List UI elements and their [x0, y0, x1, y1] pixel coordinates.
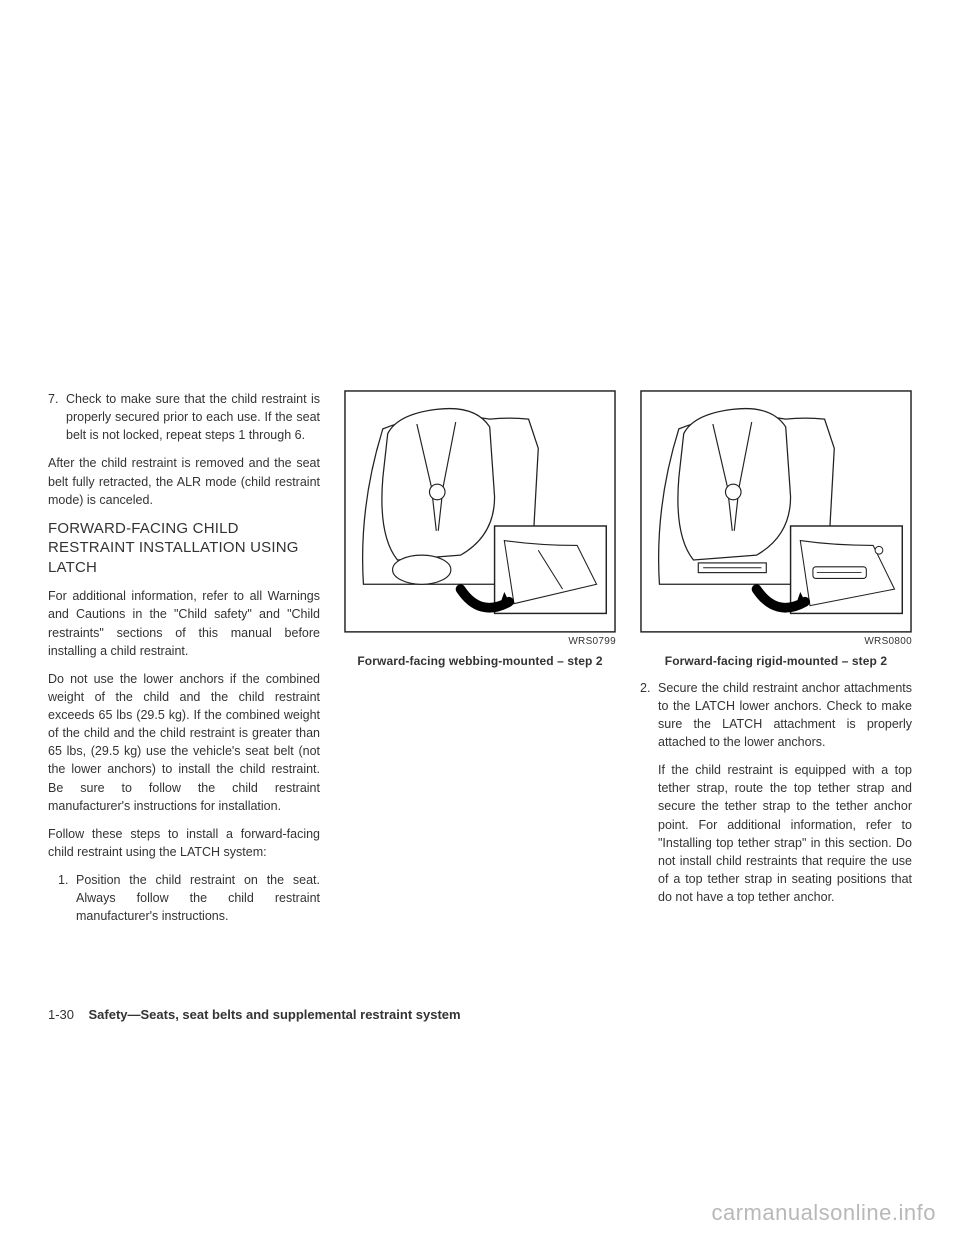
child-seat-webbing-illustration: [344, 390, 616, 633]
paragraph-follow-steps: Follow these steps to install a forward-…: [48, 825, 320, 861]
step-text: Check to make sure that the child restra…: [66, 390, 320, 444]
step-text: Position the child restraint on the seat…: [76, 871, 320, 925]
figure-webbing-mounted: WRS0799: [344, 390, 616, 649]
page-footer: 1-30 Safety—Seats, seat belts and supple…: [48, 1007, 461, 1022]
step-text: Secure the child restraint anchor attach…: [658, 679, 912, 752]
page: 7. Check to make sure that the child res…: [0, 0, 960, 1242]
figure-caption: Forward-facing rigid-mounted – step 2: [640, 653, 912, 670]
column-middle: WRS0799 Forward-facing webbing-mounted –…: [344, 390, 616, 935]
paragraph-warnings: For additional information, refer to all…: [48, 587, 320, 660]
paragraph-after-retract: After the child restraint is removed and…: [48, 454, 320, 508]
step-1: 1. Position the child restraint on the s…: [48, 871, 320, 925]
column-left: 7. Check to make sure that the child res…: [48, 390, 320, 935]
figure-rigid-mounted: WRS0800: [640, 390, 912, 649]
step-2: 2. Secure the child restraint anchor att…: [640, 679, 912, 752]
heading-forward-facing: FORWARD-FACING CHILD RESTRAINT INSTALLAT…: [48, 519, 320, 578]
child-seat-rigid-illustration: [640, 390, 912, 633]
step-number: 2.: [640, 679, 658, 752]
step-7: 7. Check to make sure that the child res…: [48, 390, 320, 444]
watermark: carmanualsonline.info: [711, 1200, 936, 1226]
figure-code: WRS0800: [640, 635, 912, 650]
paragraph-lower-anchors: Do not use the lower anchors if the comb…: [48, 670, 320, 815]
section-title: Safety—Seats, seat belts and supplementa…: [88, 1007, 460, 1022]
step-number: 1.: [58, 871, 76, 925]
page-number: 1-30: [48, 1007, 74, 1022]
columns: 7. Check to make sure that the child res…: [48, 390, 912, 935]
step-number: 7.: [48, 390, 66, 444]
paragraph-tether: If the child restraint is equipped with …: [640, 761, 912, 906]
figure-caption: Forward-facing webbing-mounted – step 2: [344, 653, 616, 670]
figure-code: WRS0799: [344, 635, 616, 650]
column-right: WRS0800 Forward-facing rigid-mounted – s…: [640, 390, 912, 935]
